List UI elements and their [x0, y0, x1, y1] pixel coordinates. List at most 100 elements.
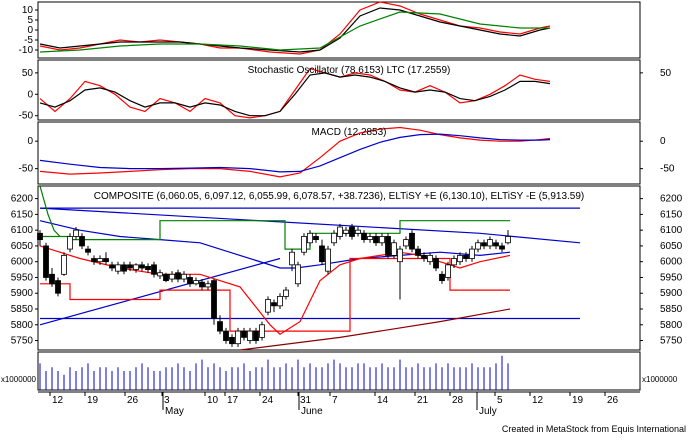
panel-title: MACD (12.2853): [311, 127, 386, 138]
candle-body: [271, 302, 277, 307]
volume-unit-right: x1000000: [642, 375, 678, 384]
right-tick-label: 5900: [660, 288, 683, 299]
month-label: June: [301, 406, 323, 417]
candle-body: [169, 273, 175, 280]
candle-body: [133, 264, 139, 270]
candle-body: [265, 299, 271, 313]
candle-body: [421, 254, 427, 259]
series-line-0: [39, 220, 511, 269]
candle-body: [367, 236, 373, 241]
date-tick-label: 26: [607, 395, 619, 406]
date-tick-label: 12: [52, 395, 64, 406]
candle-body: [403, 239, 409, 247]
candle-body: [409, 232, 415, 250]
candle-body: [481, 242, 487, 247]
left-tick-label: 0: [27, 136, 33, 147]
panel-2: 0 -50 0 -50 MACD (12.2853): [19, 126, 675, 178]
date-tick-label: 19: [572, 395, 584, 406]
series-line-0: [39, 67, 551, 119]
date-tick-label: 26: [127, 395, 139, 406]
date-axis: 12 19 26 3 10 17 24 31 7 14 21 28 5 12 19 26 May June July: [38, 391, 640, 417]
right-tick-label: 6050: [660, 241, 683, 252]
candle-body: [199, 281, 205, 288]
candle-body: [433, 258, 439, 269]
left-tick-label: 5900: [11, 288, 34, 299]
date-tick-label: 28: [452, 395, 464, 406]
series-line-1: [39, 207, 581, 244]
panel-title: Stochastic Oscillator (78.6153) LTC (17.…: [248, 65, 451, 76]
right-tick-label: 5800: [660, 320, 683, 331]
candle-body: [229, 336, 235, 345]
candle-body: [91, 258, 97, 263]
candle-body: [283, 289, 289, 297]
series-line-0: [39, 1, 551, 55]
candle-body: [493, 242, 499, 247]
left-tick-label: 10: [22, 5, 34, 16]
candle-body: [217, 321, 223, 332]
candle-body: [163, 273, 169, 282]
left-tick-label: 6000: [11, 257, 34, 268]
left-tick-label: -10: [19, 45, 34, 56]
left-tick-label: 6200: [11, 194, 34, 205]
candle-body: [277, 295, 283, 307]
candle-body: [181, 273, 187, 280]
candle-body: [73, 229, 79, 237]
candle-body: [151, 264, 157, 275]
candle-body: [157, 272, 163, 277]
candle-body: [415, 248, 421, 256]
candle-body: [337, 226, 343, 237]
panel-frame-4: [37, 351, 641, 391]
candle-body: [499, 245, 505, 250]
date-tick-label: 14: [377, 395, 389, 406]
candle-body: [385, 236, 391, 256]
candle-body: [295, 264, 301, 285]
candle-body: [247, 330, 253, 341]
panel-frame-0: [37, 1, 641, 59]
left-tick-label: 6050: [11, 241, 34, 252]
left-tick-label: 5750: [11, 336, 34, 347]
candle-body: [61, 254, 67, 275]
candle-body: [55, 280, 61, 294]
candle-body: [373, 236, 379, 244]
right-tick-label: 6000: [660, 257, 683, 268]
candle-body: [457, 254, 463, 263]
candle-body: [397, 248, 403, 263]
date-tick-label: 24: [262, 395, 274, 406]
date-tick-label: 7: [332, 395, 338, 406]
series-line-1: [39, 133, 551, 173]
candle-body: [109, 264, 115, 269]
series-line-2: [39, 11, 550, 53]
month-label: July: [479, 406, 497, 417]
candle-body: [439, 273, 445, 282]
right-tick-label: -50: [660, 164, 675, 175]
candle-body: [331, 232, 337, 244]
panel-frame-2: [37, 121, 641, 185]
left-tick-label: 0: [27, 89, 33, 100]
candle-body: [115, 264, 121, 272]
candle-body: [67, 236, 73, 250]
panel-4: x1000000 x1000000: [1, 355, 678, 390]
candle-body: [463, 254, 469, 259]
candle-body: [187, 277, 193, 285]
series-line-1: [39, 7, 551, 53]
candle-body: [241, 330, 247, 338]
left-tick-label: -50: [19, 164, 34, 175]
series-line-6: [40, 257, 510, 332]
right-tick-label: 6100: [660, 225, 683, 236]
candle-body: [259, 324, 265, 338]
candle-body: [505, 236, 511, 244]
right-tick-label: 5750: [660, 336, 683, 347]
date-tick-label: 19: [87, 395, 99, 406]
left-tick-label: -50: [19, 111, 34, 122]
left-tick-label: 50: [22, 68, 34, 79]
candle-body: [85, 248, 91, 253]
candle-body: [343, 229, 349, 234]
series-line-1: [39, 72, 551, 117]
candle-body: [319, 245, 325, 263]
date-tick-label: 31: [300, 395, 312, 406]
candle-body: [445, 264, 451, 278]
metastock-credit: Created in MetaStock from Equis Internat…: [502, 424, 686, 434]
